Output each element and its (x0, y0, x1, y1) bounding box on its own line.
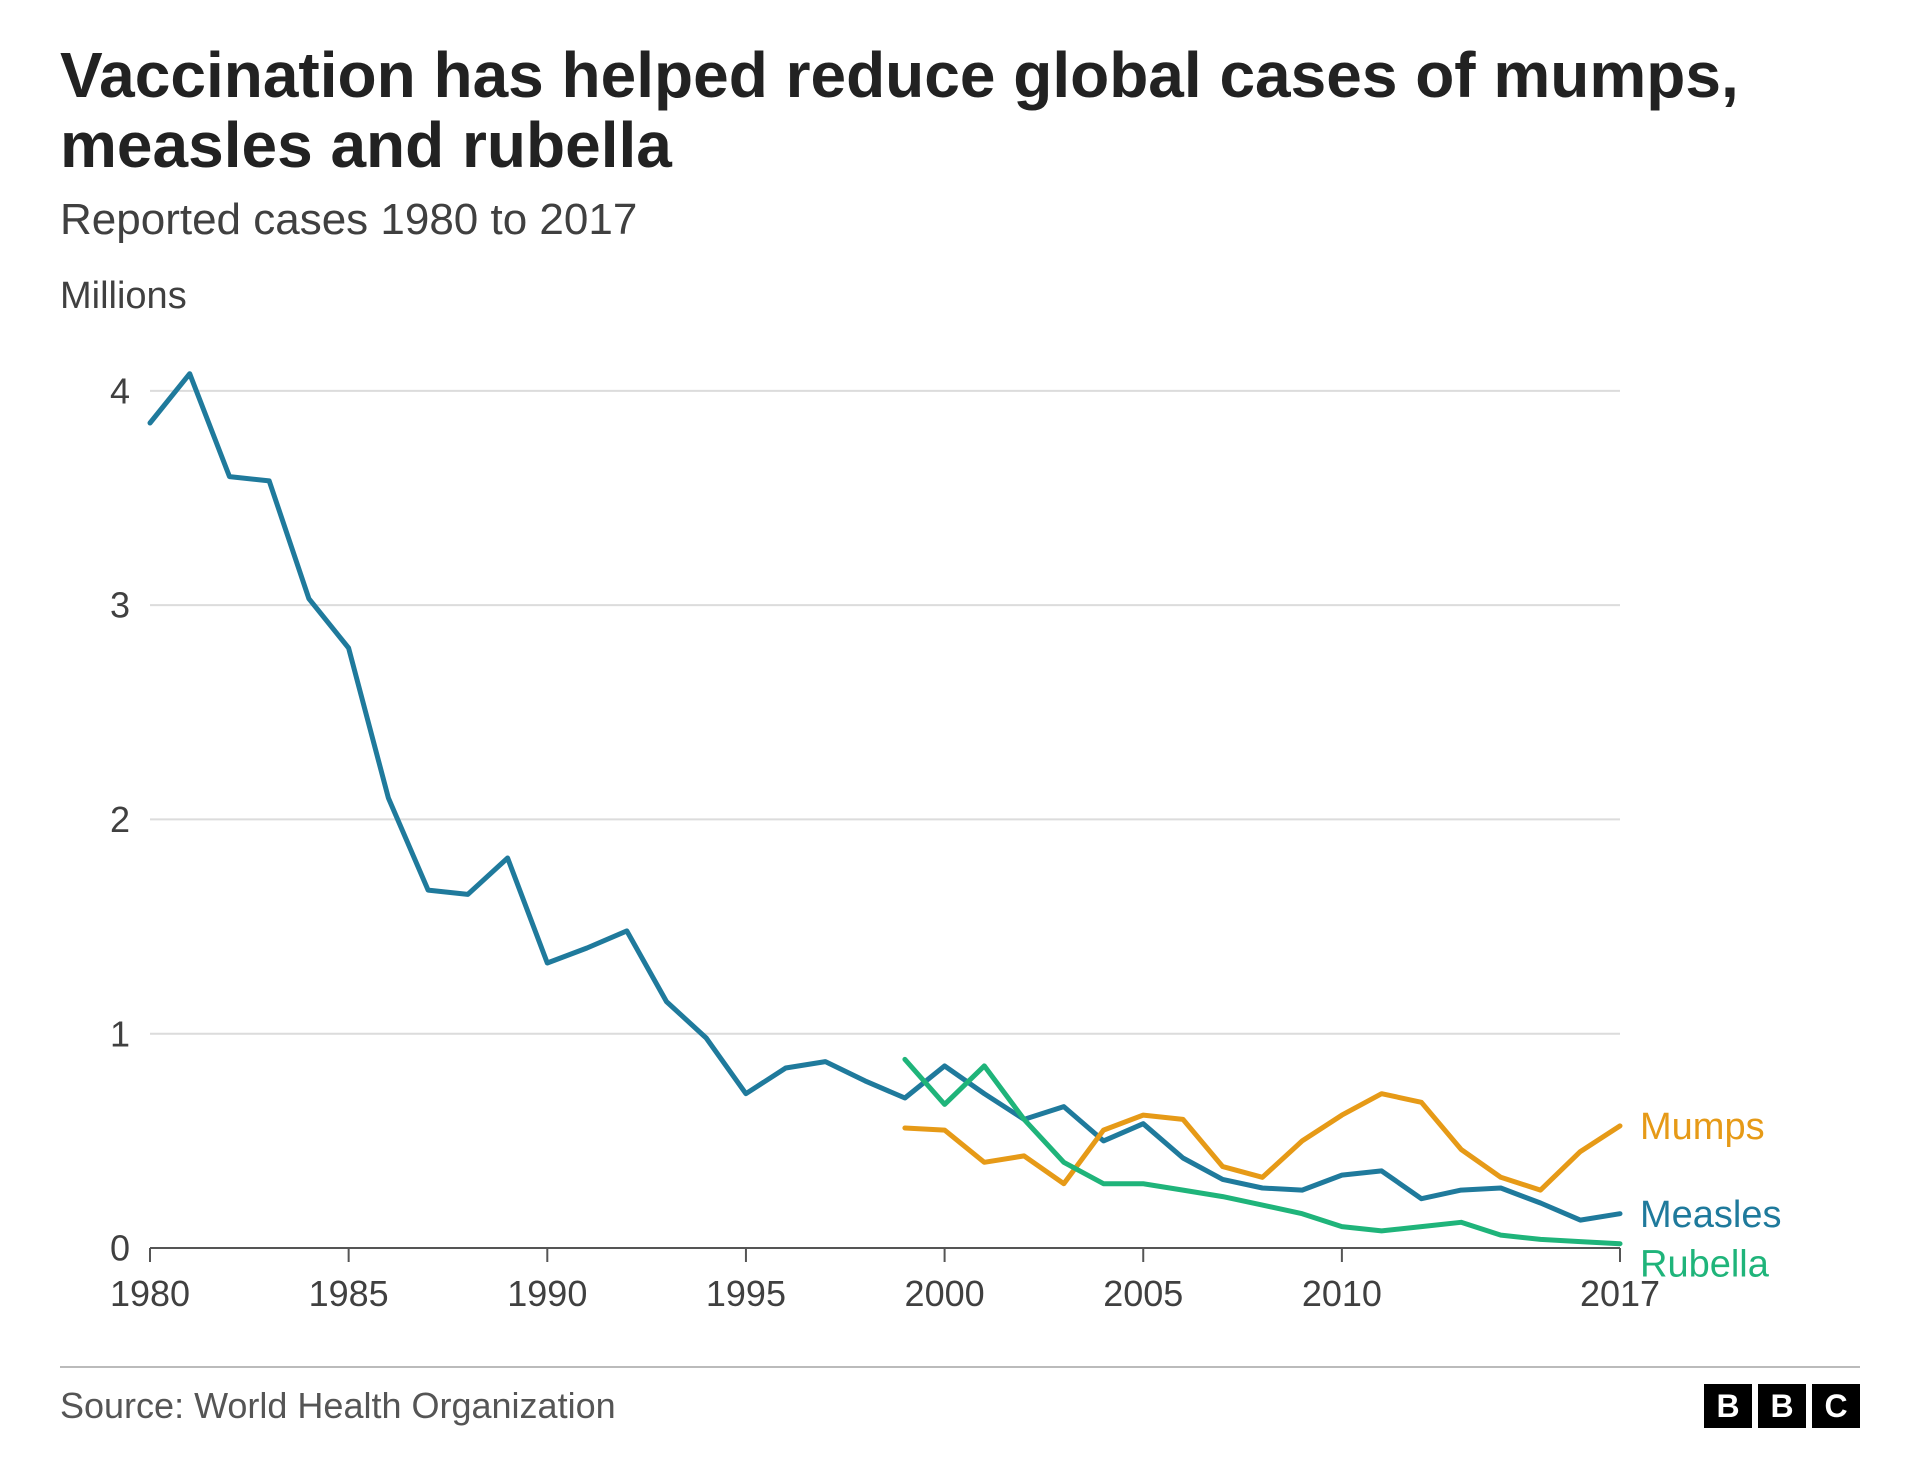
x-tick-label: 1990 (507, 1273, 587, 1314)
chart-subtitle: Reported cases 1980 to 2017 (60, 195, 1860, 245)
chart-footer: Source: World Health Organization B B C (60, 1366, 1860, 1428)
legend-label-rubella: Rubella (1640, 1243, 1770, 1285)
bbc-logo-letter: B (1758, 1384, 1806, 1428)
x-tick-label: 1980 (110, 1273, 190, 1314)
chart-plot: 0123419801985199019952000200520102017Mum… (60, 328, 1860, 1348)
legend-label-mumps: Mumps (1640, 1106, 1765, 1148)
y-tick-label: 1 (110, 1013, 130, 1054)
x-tick-label: 2000 (905, 1273, 985, 1314)
source-label: Source: World Health Organization (60, 1385, 616, 1427)
x-tick-label: 1985 (309, 1273, 389, 1314)
chart-svg: 0123419801985199019952000200520102017Mum… (60, 328, 1860, 1348)
y-tick-label: 2 (110, 799, 130, 840)
series-line-rubella (905, 1059, 1620, 1243)
y-tick-label: 4 (110, 370, 130, 411)
x-tick-label: 1995 (706, 1273, 786, 1314)
chart-container: Vaccination has helped reduce global cas… (0, 0, 1920, 1464)
chart-title: Vaccination has helped reduce global cas… (60, 40, 1860, 181)
x-tick-label: 2010 (1302, 1273, 1382, 1314)
legend-label-measles: Measles (1640, 1194, 1782, 1236)
bbc-logo-letter: B (1704, 1384, 1752, 1428)
y-tick-label: 0 (110, 1227, 130, 1268)
series-line-measles (150, 373, 1620, 1219)
bbc-logo-letter: C (1812, 1384, 1860, 1428)
series-line-mumps (905, 1093, 1620, 1189)
y-tick-label: 3 (110, 585, 130, 626)
x-tick-label: 2005 (1103, 1273, 1183, 1314)
bbc-logo: B B C (1704, 1384, 1860, 1428)
y-axis-title: Millions (60, 275, 1860, 318)
